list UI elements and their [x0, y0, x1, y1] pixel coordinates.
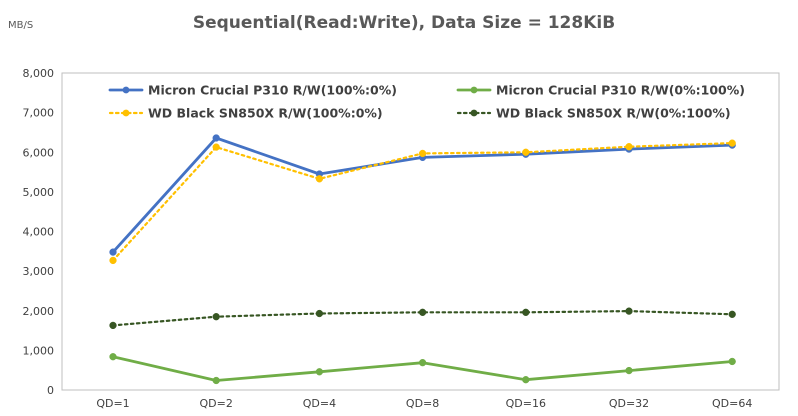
series-2-point — [418, 359, 427, 367]
series-2-point — [728, 357, 736, 366]
y-tick-label: 2,000 — [23, 305, 55, 318]
series-1-point — [212, 134, 220, 142]
y-tick-label: 8,000 — [23, 67, 55, 80]
series-4-point — [522, 308, 530, 316]
y-tick-label: 1,000 — [23, 344, 55, 357]
x-tick-label: QD=4 — [303, 397, 336, 410]
series-4-point — [418, 308, 427, 316]
series-3-point — [728, 139, 736, 147]
chart-title: Sequential(Read:Write), Data Size = 128K… — [193, 13, 615, 33]
series-layer — [109, 134, 736, 385]
legend-swatch-marker — [122, 109, 130, 117]
y-tick-label: 5,000 — [23, 186, 55, 199]
series-4-point — [212, 313, 220, 321]
series-3-point — [109, 256, 117, 265]
series-3-point — [212, 143, 220, 151]
x-tick-label: QD=64 — [712, 397, 752, 410]
series-4-point — [109, 321, 117, 330]
series-2-point — [315, 368, 324, 376]
legend-entry-label: Micron Crucial P310 R/W(100%:0%) — [148, 83, 397, 98]
series-4-point — [625, 307, 633, 315]
series-3-point — [315, 175, 324, 183]
series-2-point — [109, 353, 117, 361]
series-2-point — [625, 366, 633, 375]
x-tick-label: QD=16 — [506, 397, 546, 410]
series-2-point — [522, 376, 530, 384]
x-tick-label: QD=2 — [200, 397, 233, 410]
series-4-point — [315, 309, 324, 318]
y-axis-unit-label: MB/S — [8, 20, 33, 31]
x-axis-ticks: QD=1 QD=2 QD=4 QD=8 QD=16 QD=32 QD=64 — [96, 397, 752, 410]
legend-swatch-marker — [470, 86, 478, 94]
legend-entry-label: WD Black SN850X R/W(0%:100%) — [496, 106, 731, 121]
x-tick-label: QD=1 — [96, 397, 129, 410]
legend-swatch-marker — [122, 86, 130, 94]
series-4-point — [728, 310, 736, 318]
y-tick-label: 3,000 — [23, 265, 55, 278]
legend-swatch-marker — [470, 109, 478, 117]
y-axis-ticks: 0 1,000 2,000 3,000 4,000 5,000 6,000 7,000 8,00… — [23, 67, 55, 397]
series-3-point — [522, 148, 530, 156]
legend-entry-label: WD Black SN850X R/W(100%:0%) — [148, 106, 383, 121]
x-tick-label: QD=32 — [609, 397, 649, 410]
legend: Micron Crucial P310 R/W(100%:0%) Micron C… — [108, 83, 745, 121]
x-tick-label: QD=8 — [406, 397, 439, 410]
y-tick-label: 7,000 — [23, 107, 55, 120]
series-1-point — [109, 248, 117, 256]
series-3-point — [625, 143, 633, 151]
y-tick-label: 6,000 — [23, 146, 55, 159]
y-tick-label: 4,000 — [23, 226, 55, 239]
y-tick-label: 0 — [47, 384, 54, 397]
series-2-point — [212, 376, 220, 385]
series-3-point — [418, 149, 427, 158]
legend-entry-label: Micron Crucial P310 R/W(0%:100%) — [496, 83, 745, 98]
plot-area-frame — [61, 72, 780, 391]
